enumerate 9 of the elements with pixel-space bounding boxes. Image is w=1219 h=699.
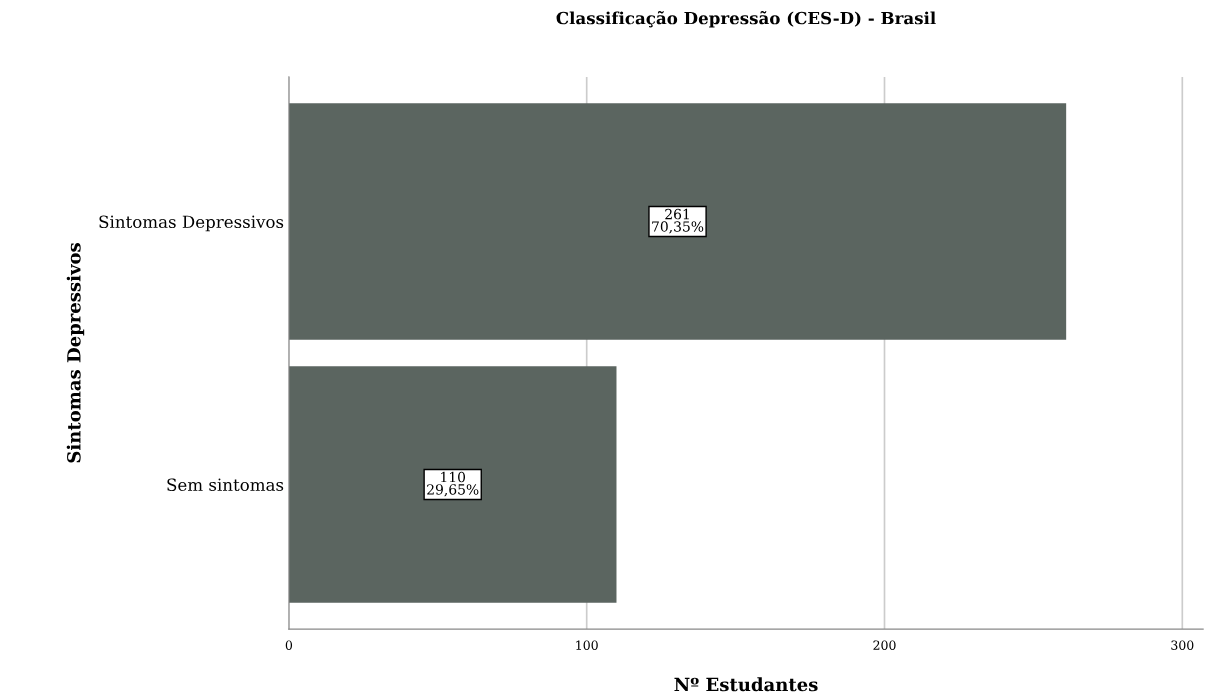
x-axis-title: Nº Estudantes xyxy=(674,677,818,692)
data-label: 261 70,35% xyxy=(652,208,704,234)
y-tick-label: Sem sintomas xyxy=(167,478,284,492)
chart-title: Classificação Depressão (CES-D) - Brasil xyxy=(556,10,936,28)
data-label: 110 29,65% xyxy=(427,471,479,497)
x-tick-label: 200 xyxy=(873,640,896,650)
x-tick-label: 300 xyxy=(1171,640,1194,650)
x-tick-label: 100 xyxy=(576,640,598,650)
x-tick-label: 0 xyxy=(285,640,293,650)
